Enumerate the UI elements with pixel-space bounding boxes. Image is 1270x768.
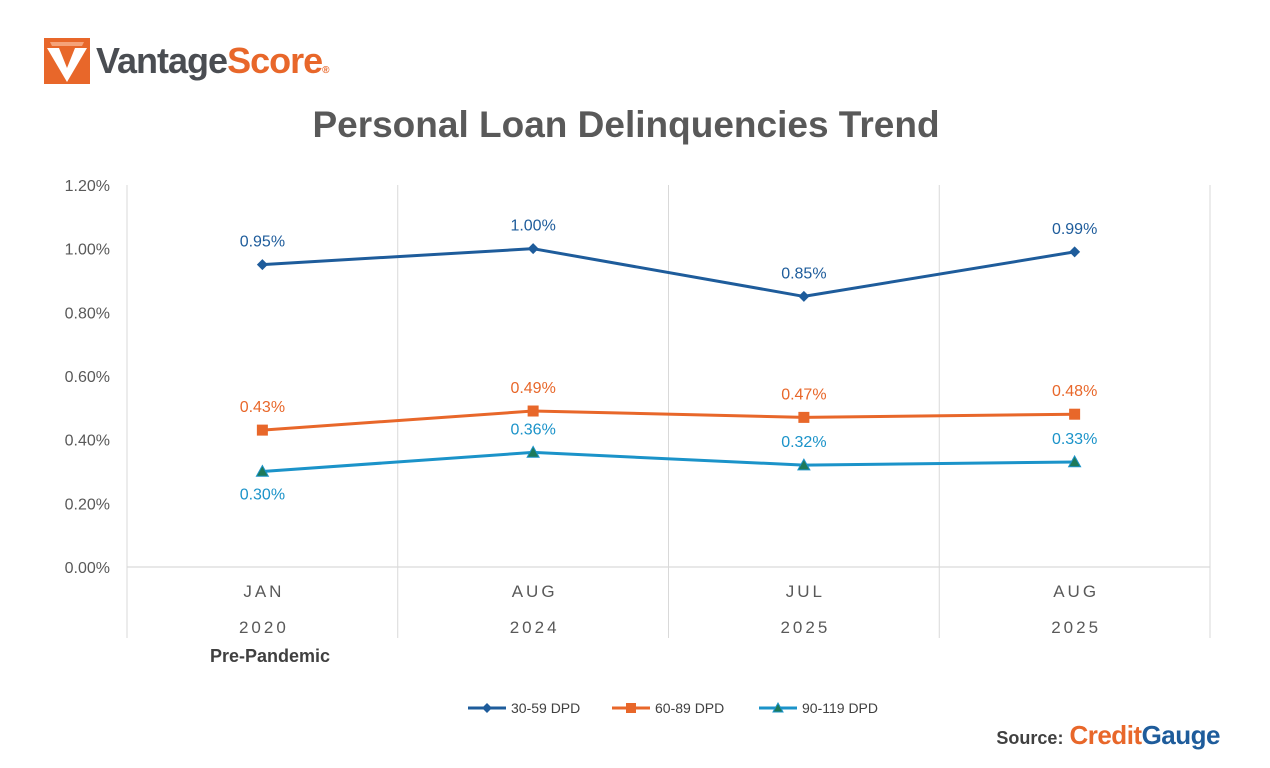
series-2-point (1069, 408, 1081, 420)
logo-registered-mark: ® (322, 65, 329, 76)
x-category-month: JUL (786, 582, 825, 601)
x-category-year: 2020 (239, 618, 289, 637)
y-tick-label: 0.40% (65, 433, 110, 450)
series-1-point (1069, 246, 1081, 258)
x-category-month: JAN (243, 582, 284, 601)
series-line-2 (262, 409, 1075, 432)
x-axis-categories: JAN 2020 AUG 2024 JUL 2025 AUG 2025 (239, 582, 1101, 637)
data-label: 0.48% (1052, 383, 1097, 400)
data-label: 0.99% (1052, 221, 1097, 238)
legend-marker (772, 701, 784, 713)
brand-credit: Credit (1069, 720, 1142, 750)
series-1-point (256, 259, 268, 271)
data-label: 0.33% (1052, 431, 1097, 448)
series-line-3 (262, 450, 1075, 473)
chart-title: Personal Loan Delinquencies Trend (312, 104, 940, 145)
source-label: Source: (996, 728, 1064, 748)
x-category-year: 2025 (1051, 618, 1101, 637)
gridlines (126, 185, 1211, 638)
series-3-point (255, 464, 270, 477)
y-tick-label: 0.60% (65, 369, 110, 386)
y-axis-ticks: 0.00% 0.20% 0.40% 0.60% 0.80% 1.00% 1.20% (65, 178, 110, 577)
series-3-point (797, 458, 811, 471)
data-label: 0.36% (510, 421, 555, 438)
y-tick-label: 0.80% (65, 305, 110, 322)
pre-pandemic-note: Pre-Pandemic (210, 646, 330, 666)
vantagescore-logo-icon (44, 38, 90, 84)
y-tick-label: 1.20% (65, 178, 110, 195)
brand-gauge: Gauge (1141, 720, 1221, 750)
x-category-month: AUG (1053, 582, 1099, 601)
y-tick-label: 0.00% (65, 560, 110, 577)
legend-marker (626, 703, 636, 713)
logo-text-score: Score (227, 40, 323, 81)
data-label: 0.32% (781, 434, 826, 451)
series-3-point (1067, 454, 1082, 468)
series-2-point (798, 411, 810, 423)
data-label: 0.30% (240, 487, 285, 504)
logo-wordmark: VantageScore® (96, 38, 330, 84)
series-2-point (256, 424, 268, 436)
y-tick-label: 0.20% (65, 496, 110, 513)
series-1-point (798, 290, 810, 302)
series-1-point (527, 243, 539, 255)
legend-entry-label: 90-119 DPD (802, 700, 878, 716)
y-tick-label: 1.00% (65, 242, 110, 259)
data-label: 1.00% (510, 218, 555, 235)
data-label: 0.95% (240, 234, 285, 251)
legend-marker (482, 703, 492, 713)
x-category-year: 2025 (780, 618, 830, 637)
series-2-point (527, 405, 539, 417)
x-category-year: 2024 (510, 618, 560, 637)
data-label: 0.47% (781, 386, 826, 403)
source-credit: Source: CreditGauge (996, 720, 1220, 751)
series-3-point (526, 445, 540, 458)
series-lines (255, 243, 1082, 477)
vantagescore-logo: VantageScore® (44, 38, 330, 84)
data-label: 0.43% (240, 399, 285, 416)
legend-entry-label: 60-89 DPD (655, 700, 724, 716)
legend-entry-label: 30-59 DPD (511, 700, 580, 716)
chart-legend: 30-59 DPD 60-89 DPD 90-119 DPD (468, 700, 878, 716)
data-label: 0.49% (510, 380, 555, 397)
x-category-month: AUG (512, 582, 558, 601)
data-label: 0.85% (781, 265, 826, 282)
logo-text-vantage: Vantage (96, 40, 228, 81)
creditgauge-logo: CreditGauge (1069, 720, 1220, 751)
series-line-1 (262, 247, 1075, 298)
data-labels: 0.95% 1.00% 0.85% 0.99% 0.43% 0.49% 0.47% 0.48%… (240, 218, 1098, 504)
